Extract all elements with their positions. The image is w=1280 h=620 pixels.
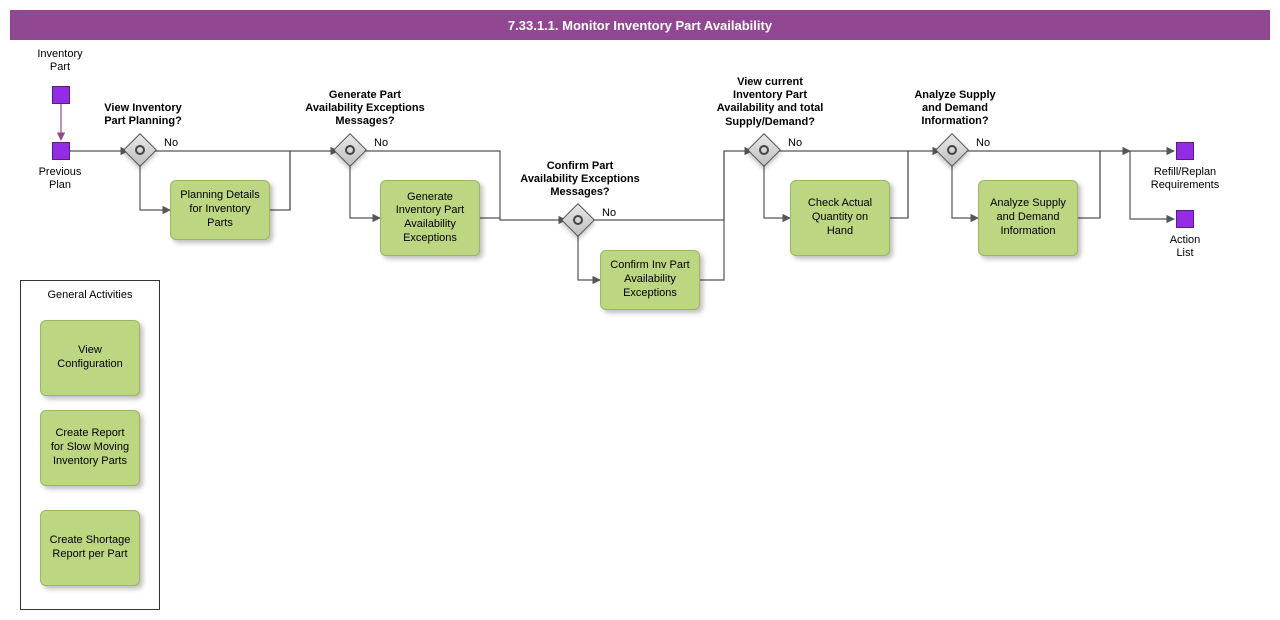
activity-shortage-report[interactable]: Create Shortage Report per Part (40, 510, 140, 586)
edge-e-g1-yes (140, 164, 170, 210)
event-refill-replan-label: Refill/Replan Requirements (1140, 166, 1230, 192)
event-inventory-part (52, 86, 70, 104)
gateway-3 (561, 203, 595, 237)
event-action-list (1176, 210, 1194, 228)
gateway-2 (333, 133, 367, 167)
event-previous-plan-label: Previous Plan (30, 166, 90, 192)
edge-e-g2-yes (350, 164, 380, 218)
edge-e-g4-yes (764, 164, 790, 218)
event-inventory-part-label: Inventory Part (30, 48, 90, 74)
edge-e-a3-merge (700, 151, 752, 280)
activity-planning-details[interactable]: Planning Details for Inventory Parts (170, 180, 270, 240)
activity-view-configuration[interactable]: View Configuration (40, 320, 140, 396)
group-general-activities-title: General Activities (21, 289, 159, 301)
diagram-canvas: Inventory Part Previous Plan Refill/Repl… (0, 40, 1280, 620)
gateway-4 (747, 133, 781, 167)
edge-e-g3-yes (578, 234, 600, 280)
activity-slow-moving-report[interactable]: Create Report for Slow Moving Inventory … (40, 410, 140, 486)
gateway-4-label: View current Inventory Part Availability… (705, 76, 835, 129)
event-refill-replan (1176, 142, 1194, 160)
edge-e-a4-merge (890, 151, 940, 218)
event-action-list-label: Action List (1150, 234, 1220, 260)
activity-check-qty[interactable]: Check Actual Quantity on Hand (790, 180, 890, 256)
gateway-2-no: No (374, 137, 388, 149)
diagram-header: 7.33.1.1. Monitor Inventory Part Availab… (10, 10, 1270, 40)
diagram-title: 7.33.1.1. Monitor Inventory Part Availab… (508, 18, 772, 33)
gateway-1-label: View Inventory Part Planning? (88, 102, 198, 128)
edge-e-a2-g3 (480, 218, 566, 220)
gateway-5-label: Analyze Supply and Demand Information? (900, 89, 1010, 129)
activity-generate-exceptions[interactable]: Generate Inventory Part Availability Exc… (380, 180, 480, 256)
activity-confirm-exceptions[interactable]: Confirm Inv Part Availability Exceptions (600, 250, 700, 310)
gateway-4-no: No (788, 137, 802, 149)
edge-e-g5-yes (952, 164, 978, 218)
gateway-1-no: No (164, 137, 178, 149)
event-previous-plan (52, 142, 70, 160)
edge-e-a1-merge (270, 151, 338, 210)
edge-e-a5-merge (1078, 151, 1130, 218)
activity-analyze-supply-demand[interactable]: Analyze Supply and Demand Information (978, 180, 1078, 256)
gateway-1 (123, 133, 157, 167)
gateway-2-label: Generate Part Availability Exceptions Me… (295, 89, 435, 129)
gateway-3-label: Confirm Part Availability Exceptions Mes… (500, 160, 660, 200)
gateway-3-no: No (602, 207, 616, 219)
gateway-5-no: No (976, 137, 990, 149)
gateway-5 (935, 133, 969, 167)
